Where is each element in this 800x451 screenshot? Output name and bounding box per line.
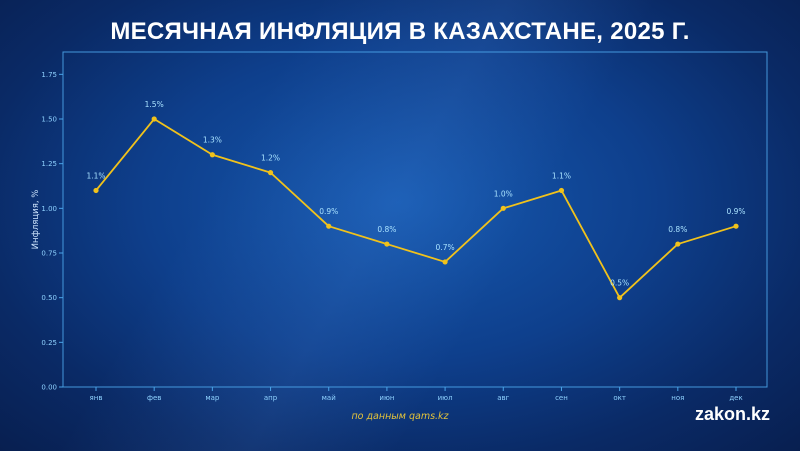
data-point (442, 259, 448, 265)
chart-title: МЕСЯЧНАЯ ИНФЛЯЦИЯ В КАЗАХСТАНЕ, 2025 Г. (110, 18, 690, 45)
x-tick-label: окт (613, 394, 626, 402)
data-label: 1.5% (145, 100, 164, 109)
data-point (267, 170, 274, 176)
data-label: 0.8% (377, 225, 396, 234)
data-labels: 1.1% 1.5% 1.3% 1.2% 0.9% 0.8% 0.7% 1.0% 1.1% 0.5%… (86, 100, 745, 288)
y-tick-label: 1.25 (41, 160, 57, 168)
y-tick-label: 1.50 (41, 116, 57, 124)
data-point (93, 187, 99, 194)
data-point (151, 116, 157, 122)
data-point (500, 205, 506, 211)
brand-logo: zakon.kz (694, 404, 770, 424)
x-tick-label: май (322, 394, 336, 402)
y-axis-label: Инфляция, % (31, 190, 41, 250)
x-axis: янв фев мар апр май июн июл авг сен окт ноя дек (90, 387, 743, 402)
x-tick-label: фев (147, 394, 161, 402)
y-tick-label: 1.75 (41, 71, 57, 79)
data-point (558, 187, 565, 194)
data-label: 0.5% (610, 279, 629, 288)
data-label: 0.7% (436, 243, 455, 252)
data-label: 1.0% (494, 189, 513, 198)
source-note: по данным qams.kz (351, 411, 449, 422)
data-point (209, 152, 215, 158)
data-label: 1.2% (261, 154, 280, 163)
data-label: 1.3% (203, 136, 222, 145)
x-tick-label: июн (379, 394, 394, 402)
data-points (93, 116, 739, 301)
y-tick-label: 0.75 (41, 250, 57, 258)
data-label: 0.8% (668, 225, 687, 234)
x-tick-label: мар (205, 394, 220, 402)
x-tick-label: янв (90, 394, 103, 402)
x-tick-label: дек (729, 394, 742, 402)
y-tick-label: 0.25 (41, 339, 57, 347)
data-label: 0.9% (726, 207, 745, 216)
data-label: 0.9% (319, 207, 338, 216)
data-point (326, 223, 332, 229)
data-label: 1.1% (552, 171, 571, 180)
x-tick-label: апр (264, 394, 278, 402)
y-tick-label: 1.00 (41, 205, 57, 213)
data-point (675, 241, 681, 247)
x-tick-label: авг (497, 394, 509, 402)
y-tick-label: 0.00 (41, 384, 57, 392)
x-tick-label: сен (555, 394, 568, 402)
data-point (617, 295, 623, 301)
data-point (733, 223, 739, 229)
data-label: 1.1% (86, 171, 105, 180)
x-tick-label: июл (438, 394, 453, 402)
y-tick-label: 0.50 (41, 294, 57, 302)
x-tick-label: ноя (671, 394, 684, 402)
plot-frame (62, 51, 768, 388)
y-axis: 0.00 0.25 0.50 0.75 1.00 1.25 1.50 1.75 (41, 71, 63, 392)
series-line (95, 118, 737, 299)
data-point (384, 241, 390, 247)
